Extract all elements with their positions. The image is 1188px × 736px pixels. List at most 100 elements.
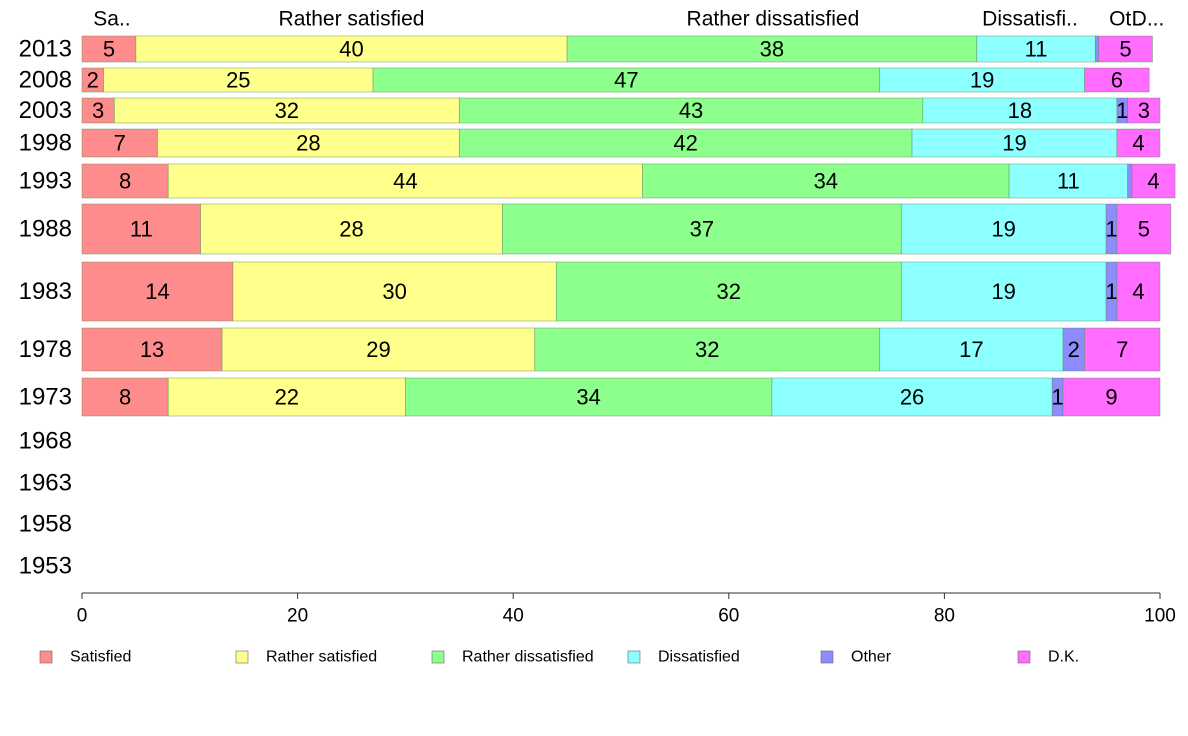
- bar-segment-1998-satisfied: [81, 128, 158, 158]
- bar-segment-1978-satisfied: [81, 327, 223, 372]
- bar-segment-1983-rather-satisfied: [232, 261, 557, 322]
- bar-segment-1988-rather-dissatisfied: [502, 203, 902, 255]
- bar-segment-2013-rather-satisfied: [135, 35, 568, 63]
- data-label-1983-dissatisfied: 19: [991, 279, 1015, 304]
- data-label-1973-satisfied: 8: [119, 385, 131, 410]
- bar-segment-1973-dissatisfied: [771, 377, 1053, 417]
- bar-segment-1983-satisfied: [81, 261, 234, 322]
- data-label-2008-rather-satisfied: 25: [226, 68, 250, 93]
- data-label-1978-dissatisfied: 17: [959, 337, 983, 362]
- bar-segment-1983-rather-dissatisfied: [555, 261, 902, 322]
- bar-segment-1993-rather-dissatisfied: [642, 163, 1010, 199]
- top-series-label-3: Dissatisfi..: [982, 8, 1078, 31]
- data-label-1973-dissatisfied: 26: [900, 385, 924, 410]
- bar-segment-1978-d-k-: [1084, 327, 1161, 372]
- bar-segment-2013-d-k-: [1098, 35, 1153, 63]
- bar-segment-1978-dissatisfied: [879, 327, 1064, 372]
- data-label-1973-rather-satisfied: 22: [275, 385, 299, 410]
- data-label-2013-rather-dissatisfied: 38: [760, 37, 784, 62]
- top-series-label-1: Rather satisfied: [279, 8, 425, 31]
- bar-segment-1998-rather-satisfied: [157, 128, 460, 158]
- legend-swatch-other[interactable]: [820, 650, 834, 664]
- year-label-1988: 1988: [19, 216, 72, 243]
- data-label-2013-dissatisfied: 11: [1025, 37, 1048, 62]
- year-label-1978: 1978: [19, 336, 72, 363]
- bar-segment-1998-rather-dissatisfied: [458, 128, 913, 158]
- year-label-2008: 2008: [19, 67, 72, 94]
- legend-label-satisfied[interactable]: Satisfied: [70, 649, 131, 666]
- legend-label-rather-satisfied[interactable]: Rather satisfied: [266, 649, 377, 666]
- legend-label-other[interactable]: Other: [851, 649, 892, 666]
- year-label-2003: 2003: [19, 97, 72, 124]
- bar-segment-1973-satisfied: [81, 377, 169, 417]
- data-label-1978-other: 2: [1068, 337, 1080, 362]
- bar-segment-1973-rather-dissatisfied: [405, 377, 773, 417]
- year-label-1993: 1993: [19, 168, 72, 195]
- bar-segment-1998-dissatisfied: [911, 128, 1118, 158]
- legend-swatch-dissatisfied[interactable]: [627, 650, 641, 664]
- bar-segment-1993-other: [1127, 163, 1133, 199]
- bar-segment-1973-d-k-: [1062, 377, 1161, 417]
- bar-segment-1993-satisfied: [81, 163, 169, 199]
- data-label-2003-rather-dissatisfied: 43: [679, 98, 703, 123]
- bar-segment-2013-rather-dissatisfied: [566, 35, 978, 63]
- legend-label-rather-dissatisfied[interactable]: Rather dissatisfied: [462, 649, 594, 666]
- year-label-1968: 1968: [19, 428, 72, 455]
- data-label-2008-d-k-: 6: [1111, 68, 1123, 93]
- x-tick-label-100: 100: [1144, 606, 1176, 627]
- bar-segment-1993-dissatisfied: [1008, 163, 1129, 199]
- data-label-1993-rather-satisfied: 44: [393, 169, 417, 194]
- top-series-label-5: D...: [1132, 8, 1165, 31]
- data-label-1973-other: 1: [1051, 385, 1063, 410]
- top-series-label-0: Sa..: [93, 8, 130, 31]
- legend-swatch-rather-satisfied[interactable]: [235, 650, 249, 664]
- data-label-2003-d-k-: 3: [1138, 98, 1150, 123]
- bar-segment-2008-rather-satisfied: [103, 67, 374, 93]
- data-label-1983-rather-satisfied: 30: [382, 279, 406, 304]
- bar-segment-1983-d-k-: [1116, 261, 1161, 322]
- legend-swatch-rather-dissatisfied[interactable]: [431, 650, 445, 664]
- data-label-1978-rather-satisfied: 29: [366, 337, 390, 362]
- year-label-2013: 2013: [19, 36, 72, 63]
- data-label-1988-other: 1: [1105, 217, 1117, 242]
- year-label-1998: 1998: [19, 130, 72, 157]
- data-label-1993-satisfied: 8: [119, 169, 131, 194]
- x-tick-label-20: 20: [287, 606, 308, 627]
- data-label-1978-satisfied: 13: [140, 337, 164, 362]
- bar-segment-1973-rather-satisfied: [167, 377, 406, 417]
- bar-segment-1988-d-k-: [1116, 203, 1172, 255]
- data-label-1998-satisfied: 7: [114, 131, 126, 156]
- year-label-1973: 1973: [19, 384, 72, 411]
- bar-segment-1993-d-k-: [1131, 163, 1176, 199]
- data-label-2013-satisfied: 5: [103, 37, 115, 62]
- data-label-1988-satisfied: 11: [130, 217, 153, 242]
- data-label-1983-rather-dissatisfied: 32: [717, 279, 741, 304]
- legend-label-d-k-[interactable]: D.K.: [1048, 649, 1079, 666]
- bar-segment-2008-d-k-: [1084, 67, 1150, 93]
- year-label-1983: 1983: [19, 278, 72, 305]
- bar-segment-1988-dissatisfied: [900, 203, 1107, 255]
- data-label-1988-rather-dissatisfied: 37: [690, 217, 714, 242]
- bar-segment-1988-rather-satisfied: [200, 203, 503, 255]
- bar-segment-1998-d-k-: [1116, 128, 1161, 158]
- year-label-1963: 1963: [19, 470, 72, 497]
- data-label-2013-rather-satisfied: 40: [339, 37, 363, 62]
- data-label-1998-rather-dissatisfied: 42: [673, 131, 697, 156]
- legend-label-dissatisfied[interactable]: Dissatisfied: [658, 649, 740, 666]
- bar-segment-2003-rather-satisfied: [113, 97, 460, 124]
- legend-swatch-d-k-[interactable]: [1017, 650, 1031, 664]
- bar-segment-1978-rather-dissatisfied: [534, 327, 881, 372]
- x-tick-label-60: 60: [718, 606, 739, 627]
- data-label-2013-d-k-: 5: [1119, 37, 1131, 62]
- data-label-1998-rather-satisfied: 28: [296, 131, 320, 156]
- data-label-1988-d-k-: 5: [1138, 217, 1150, 242]
- top-series-label-2: Rather dissatisfied: [687, 8, 860, 31]
- data-label-2003-other: 1: [1116, 98, 1128, 123]
- data-label-2008-satisfied: 2: [87, 68, 99, 93]
- legend-swatch-satisfied[interactable]: [39, 650, 53, 664]
- bar-segment-2013-other: [1094, 35, 1099, 63]
- data-label-2008-rather-dissatisfied: 47: [614, 68, 638, 93]
- bar-segment-2008-dissatisfied: [879, 67, 1085, 93]
